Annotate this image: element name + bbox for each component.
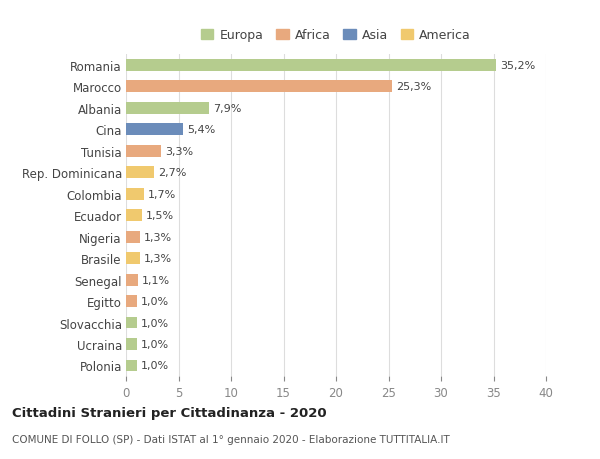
Bar xyxy=(126,317,137,329)
Text: 7,9%: 7,9% xyxy=(213,104,242,114)
Text: 5,4%: 5,4% xyxy=(187,125,215,135)
Text: 25,3%: 25,3% xyxy=(396,82,431,92)
Text: 2,7%: 2,7% xyxy=(158,168,187,178)
Text: 35,2%: 35,2% xyxy=(500,61,535,71)
Text: 1,0%: 1,0% xyxy=(140,339,169,349)
Bar xyxy=(126,81,392,93)
Bar xyxy=(126,338,137,350)
Text: 1,3%: 1,3% xyxy=(144,232,172,242)
Text: 1,1%: 1,1% xyxy=(142,275,170,285)
Text: 1,0%: 1,0% xyxy=(140,297,169,307)
Bar xyxy=(126,252,140,264)
Text: 1,0%: 1,0% xyxy=(140,318,169,328)
Bar xyxy=(126,210,142,222)
Bar xyxy=(126,167,154,179)
Text: COMUNE DI FOLLO (SP) - Dati ISTAT al 1° gennaio 2020 - Elaborazione TUTTITALIA.I: COMUNE DI FOLLO (SP) - Dati ISTAT al 1° … xyxy=(12,434,450,444)
Bar xyxy=(126,124,182,136)
Text: 1,3%: 1,3% xyxy=(144,253,172,263)
Text: 1,0%: 1,0% xyxy=(140,361,169,371)
Text: 1,7%: 1,7% xyxy=(148,189,176,199)
Bar xyxy=(126,60,496,72)
Bar xyxy=(126,360,137,371)
Bar xyxy=(126,146,161,157)
Text: Cittadini Stranieri per Cittadinanza - 2020: Cittadini Stranieri per Cittadinanza - 2… xyxy=(12,406,326,419)
Bar xyxy=(126,188,144,200)
Bar xyxy=(126,103,209,114)
Legend: Europa, Africa, Asia, America: Europa, Africa, Asia, America xyxy=(201,29,471,42)
Bar xyxy=(126,231,140,243)
Bar xyxy=(126,274,137,286)
Bar xyxy=(126,296,137,308)
Text: 3,3%: 3,3% xyxy=(165,146,193,157)
Text: 1,5%: 1,5% xyxy=(146,211,174,221)
